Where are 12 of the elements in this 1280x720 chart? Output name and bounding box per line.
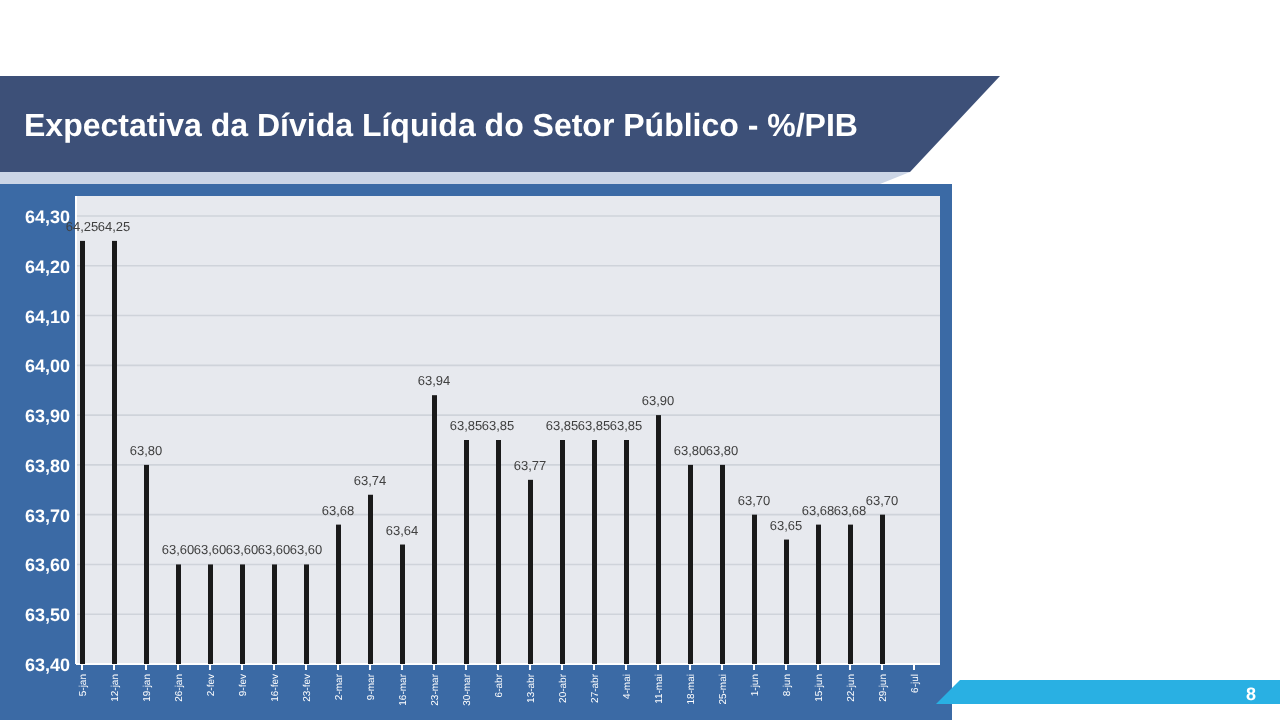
y-tick-label: 63,60 (24, 555, 70, 576)
y-tick-label: 64,20 (24, 256, 70, 277)
y-tick-label: 64,10 (24, 306, 70, 327)
y-tick-label: 63,70 (24, 505, 70, 526)
y-tick-label: 64,00 (24, 356, 70, 377)
y-tick-label: 63,80 (24, 455, 70, 476)
y-tick-label: 64,30 (24, 207, 70, 227)
y-tick-label: 63,40 (24, 655, 70, 675)
text: 8 (1245, 684, 1256, 704)
y-tick-label: 63,90 (24, 406, 70, 427)
chart-title: Expectativa da Dívida Líquida do Setor Público - %/PIB (24, 110, 858, 144)
y-tick-label: 63,50 (24, 605, 70, 626)
